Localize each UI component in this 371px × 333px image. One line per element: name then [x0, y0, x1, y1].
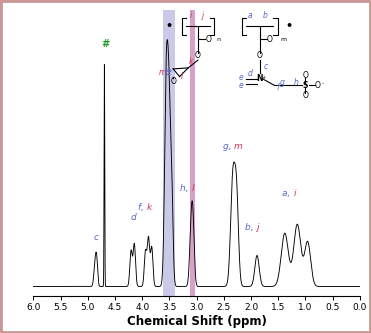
Text: b: b	[263, 11, 267, 20]
Text: m: m	[280, 37, 286, 42]
Text: i: i	[293, 188, 296, 197]
Text: O: O	[267, 35, 273, 44]
Text: e: e	[238, 81, 243, 90]
Text: i: i	[189, 11, 191, 20]
Text: m: m	[159, 68, 166, 77]
Text: -: -	[321, 81, 323, 86]
Text: h: h	[293, 78, 298, 87]
Text: a,: a,	[282, 188, 293, 197]
Text: S: S	[303, 81, 308, 90]
Text: k: k	[189, 58, 194, 67]
Text: O: O	[205, 35, 211, 44]
Text: j: j	[256, 223, 259, 232]
Text: O: O	[195, 51, 201, 60]
Text: m: m	[234, 142, 243, 151]
Text: +: +	[262, 75, 266, 80]
Text: N: N	[256, 74, 263, 83]
Bar	[163, 10, 175, 296]
Text: O: O	[302, 71, 308, 80]
Text: h,: h,	[180, 184, 191, 193]
Text: a: a	[248, 11, 252, 20]
Text: e: e	[164, 67, 171, 77]
Text: e: e	[238, 73, 243, 82]
Text: c: c	[263, 62, 268, 71]
Text: f,: f,	[138, 203, 147, 212]
Text: l: l	[191, 184, 194, 193]
Text: O: O	[302, 91, 308, 100]
Text: k: k	[147, 203, 152, 212]
Text: f: f	[276, 83, 279, 92]
Text: g,: g,	[223, 142, 234, 151]
Text: d: d	[247, 69, 252, 78]
Text: d: d	[130, 213, 136, 222]
Text: O: O	[315, 81, 321, 90]
Text: l: l	[181, 72, 183, 81]
Text: •: •	[286, 21, 293, 31]
Bar	[190, 10, 195, 296]
Text: O: O	[257, 51, 263, 60]
X-axis label: Chemical Shift (ppm): Chemical Shift (ppm)	[127, 315, 267, 328]
Text: b,: b,	[245, 223, 256, 232]
Text: #: #	[102, 40, 108, 50]
Text: O: O	[170, 77, 176, 86]
Text: g: g	[279, 78, 284, 87]
Text: n: n	[217, 37, 221, 42]
Text: j: j	[202, 11, 204, 20]
Text: c: c	[93, 233, 98, 242]
Text: •: •	[165, 21, 173, 31]
